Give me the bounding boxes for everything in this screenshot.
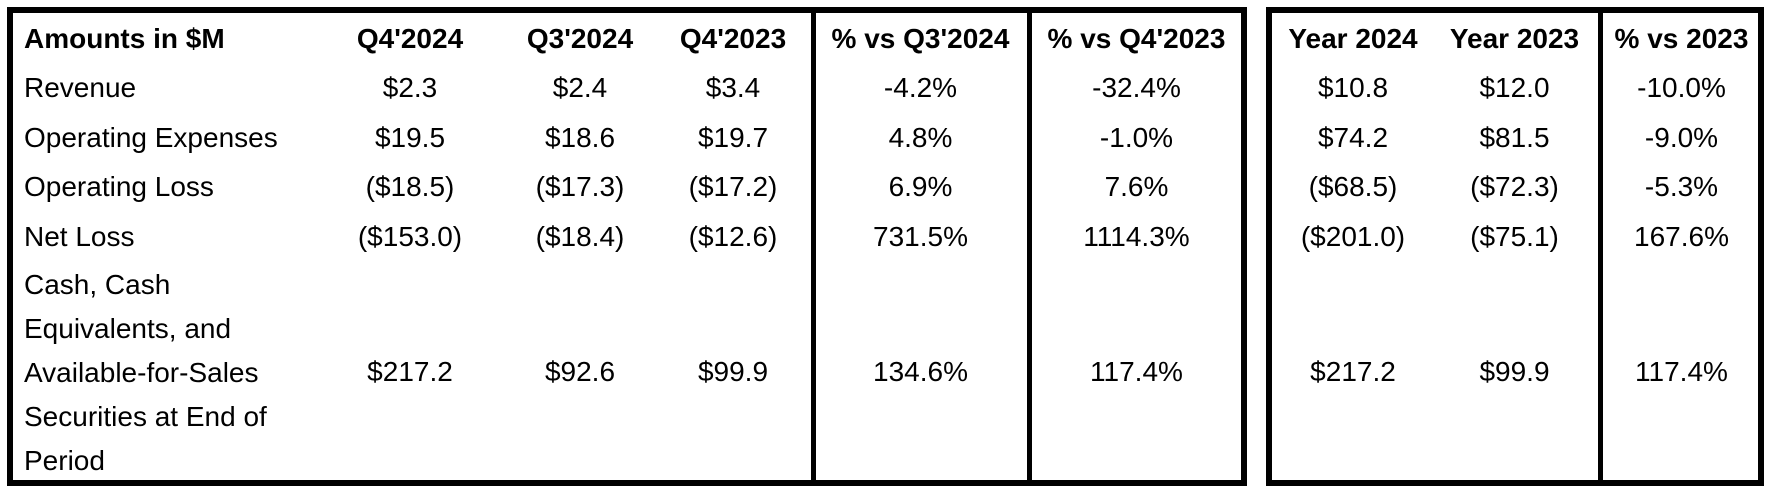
table-cell: -9.0% bbox=[1644, 122, 1719, 153]
header-q3-2024: Q3'2024 bbox=[526, 23, 634, 54]
header-q4-2023: Q4'2023 bbox=[679, 23, 787, 54]
table-cell: $74.2 bbox=[1317, 122, 1389, 153]
table-cell: $2.3 bbox=[382, 72, 438, 103]
table-cell: $19.7 bbox=[697, 122, 769, 153]
table-cell: $92.6 bbox=[544, 356, 616, 387]
table-cell: $10.8 bbox=[1317, 72, 1389, 103]
table-cell: $18.6 bbox=[544, 122, 616, 153]
row-label-operating-expenses: Operating Expenses bbox=[24, 122, 278, 153]
row-label-line: Equivalents, and bbox=[24, 313, 232, 344]
table-cell: ($17.3) bbox=[535, 171, 625, 202]
table-cell: $81.5 bbox=[1479, 122, 1550, 153]
table-cell: ($153.0) bbox=[357, 221, 463, 252]
table-cell: 6.9% bbox=[888, 171, 953, 202]
table-cell: -10.0% bbox=[1637, 72, 1726, 103]
table-cell: -32.4% bbox=[1092, 72, 1181, 103]
table-cell: 7.6% bbox=[1104, 171, 1169, 202]
table-cell: 4.8% bbox=[888, 122, 953, 153]
row-label-revenue: Revenue bbox=[24, 72, 137, 103]
table-cell: ($18.5) bbox=[365, 171, 455, 202]
table-cell: $2.4 bbox=[552, 72, 608, 103]
column-divider bbox=[1027, 7, 1032, 486]
column-divider bbox=[1598, 7, 1603, 486]
header-label: Amounts in $M bbox=[24, 23, 225, 54]
table-cell: ($18.4) bbox=[535, 221, 625, 252]
table-cell: 167.6% bbox=[1634, 221, 1729, 252]
table-cell: $99.9 bbox=[697, 356, 769, 387]
table-cell: -1.0% bbox=[1099, 122, 1174, 153]
row-label-net-loss: Net Loss bbox=[24, 221, 135, 252]
table-cell: 1114.3% bbox=[1083, 221, 1190, 252]
table-cell: $19.5 bbox=[374, 122, 446, 153]
column-divider bbox=[811, 7, 816, 486]
header-pct-vs-2023: % vs 2023 bbox=[1614, 23, 1749, 54]
header-pct-vs-q3-2024: % vs Q3'2024 bbox=[831, 23, 1010, 54]
table-cell: $217.2 bbox=[1310, 356, 1396, 387]
table-cell: 134.6% bbox=[873, 356, 968, 387]
row-label-line: Period bbox=[24, 445, 105, 476]
header-year-2024: Year 2024 bbox=[1288, 23, 1418, 54]
annual-table-frame bbox=[1266, 7, 1764, 486]
table-cell: ($75.1) bbox=[1470, 221, 1559, 252]
row-label-line: Available-for-Sales bbox=[24, 357, 259, 388]
header-year-2023: Year 2023 bbox=[1449, 23, 1580, 54]
table-cell: ($12.6) bbox=[688, 221, 778, 252]
table-cell: $12.0 bbox=[1479, 72, 1550, 103]
table-cell: 117.4% bbox=[1090, 356, 1183, 387]
row-label-line: Cash, Cash bbox=[24, 269, 171, 300]
table-cell: -4.2% bbox=[883, 72, 958, 103]
table-cell: ($17.2) bbox=[688, 171, 778, 202]
row-label-cash-and-securities: Cash, Cash Equivalents, and Available-fo… bbox=[24, 263, 324, 483]
header-q4-2024: Q4'2024 bbox=[356, 23, 464, 54]
table-cell: 117.4% bbox=[1635, 356, 1728, 387]
table-cell: $217.2 bbox=[367, 356, 453, 387]
table-cell: -5.3% bbox=[1644, 171, 1719, 202]
table-cell: ($72.3) bbox=[1470, 171, 1559, 202]
table-cell: 731.5% bbox=[873, 221, 968, 252]
row-label-line: Securities at End of bbox=[24, 401, 267, 432]
header-pct-vs-q4-2023: % vs Q4'2023 bbox=[1047, 23, 1226, 54]
table-cell: ($201.0) bbox=[1300, 221, 1406, 252]
table-cell: $3.4 bbox=[705, 72, 761, 103]
table-cell: $99.9 bbox=[1479, 356, 1550, 387]
table-cell: ($68.5) bbox=[1308, 171, 1398, 202]
row-label-operating-loss: Operating Loss bbox=[24, 171, 214, 202]
quarterly-table-frame bbox=[7, 7, 1247, 486]
